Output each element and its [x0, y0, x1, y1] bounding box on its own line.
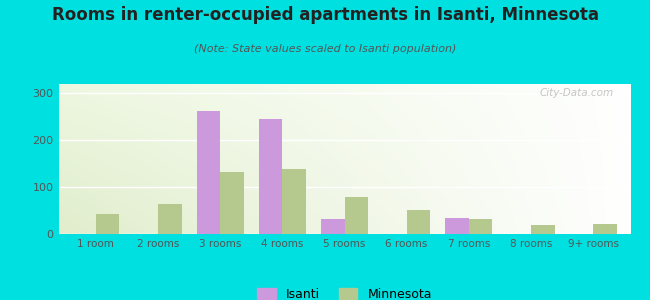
Bar	[96, 214, 120, 234]
Text: (Note: State values scaled to Isanti population): (Note: State values scaled to Isanti pop…	[194, 44, 456, 53]
Bar	[321, 218, 345, 234]
Bar	[469, 219, 493, 234]
Bar	[445, 218, 469, 234]
Bar	[531, 225, 554, 234]
Bar	[282, 169, 306, 234]
Bar	[158, 203, 181, 234]
Bar	[593, 224, 617, 234]
Bar	[407, 210, 430, 234]
Text: City-Data.com: City-Data.com	[540, 88, 614, 98]
Legend: Isanti, Minnesota: Isanti, Minnesota	[252, 283, 437, 300]
Text: Rooms in renter-occupied apartments in Isanti, Minnesota: Rooms in renter-occupied apartments in I…	[51, 6, 599, 24]
Bar	[220, 172, 244, 234]
Bar	[259, 119, 282, 234]
Bar	[196, 111, 220, 234]
Bar	[344, 196, 368, 234]
